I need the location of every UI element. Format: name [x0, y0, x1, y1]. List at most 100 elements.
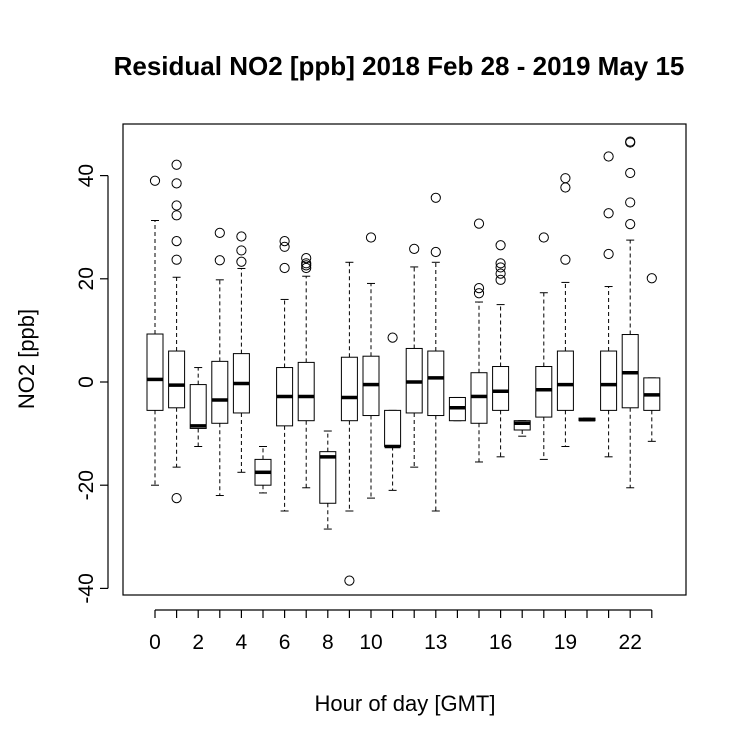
box-hour-9 [340, 261, 358, 586]
y-tick-label: 0 [75, 376, 98, 388]
iqr-box [146, 333, 164, 411]
outlier-point [387, 332, 398, 343]
box-hour-23 [643, 273, 661, 442]
x-tick-label: 0 [149, 631, 161, 654]
outlier-point [560, 173, 571, 184]
outlier-point [236, 231, 247, 242]
iqr-box [556, 350, 574, 411]
x-tick-label: 19 [554, 631, 577, 654]
box-hour-13 [427, 192, 445, 512]
outlier-point [279, 236, 290, 247]
box-hour-4 [232, 231, 250, 473]
box-hour-8 [319, 430, 337, 530]
outlier-point [171, 200, 182, 211]
iqr-box [535, 366, 553, 418]
box-hour-2 [189, 367, 207, 447]
box-hour-1 [168, 159, 186, 504]
box-hour-6 [276, 236, 294, 512]
outlier-point [603, 151, 614, 162]
iqr-box [211, 360, 229, 424]
outlier-point [430, 192, 441, 203]
boxes-group [146, 136, 661, 586]
box-hour-20 [578, 417, 596, 422]
y-tick-label: 20 [75, 267, 98, 290]
box-hour-7 [297, 253, 315, 489]
outlier-point [236, 256, 247, 267]
y-axis-label: NO2 [ppb] [14, 309, 39, 409]
iqr-box [189, 384, 207, 429]
plot-frame [122, 123, 687, 596]
x-tick-label: 22 [619, 631, 642, 654]
outlier-point [214, 227, 225, 238]
outlier-point [171, 210, 182, 221]
outlier-point [646, 273, 657, 284]
box-hour-17 [513, 420, 531, 437]
outlier-point [279, 262, 290, 274]
outlier-point [625, 167, 636, 179]
outlier-point [495, 240, 506, 251]
outlier-point [365, 232, 377, 243]
iqr-box [427, 350, 445, 417]
box-hour-3 [211, 227, 229, 497]
outlier-point [625, 137, 636, 148]
box-hour-19 [556, 173, 574, 447]
outlier-point [149, 175, 161, 186]
box-hour-0 [146, 175, 164, 486]
box-hour-12 [405, 243, 423, 468]
x-tick-label: 13 [424, 631, 447, 654]
iqr-box [492, 366, 510, 411]
x-tick-label: 8 [322, 631, 334, 654]
outlier-point [301, 262, 312, 274]
x-axis: 0 2 4 6 8 10 13 16 19 22 [149, 609, 653, 654]
outlier-point [473, 288, 485, 299]
outlier-point [430, 246, 441, 258]
box-hour-10 [362, 232, 380, 499]
y-tick-label: 40 [75, 164, 98, 187]
outlier-point [301, 260, 312, 271]
y-tick-label: -20 [75, 470, 98, 500]
x-tick-label: 10 [359, 631, 382, 654]
box-hour-5 [254, 446, 272, 494]
outlier-point [603, 248, 614, 260]
outlier-point [473, 218, 485, 229]
box-hour-18 [535, 232, 553, 460]
outlier-point [538, 232, 549, 243]
x-tick-label: 6 [279, 631, 291, 654]
outlier-point [214, 255, 225, 266]
box-hour-11 [384, 332, 402, 491]
x-tick-label: 16 [489, 631, 512, 654]
outlier-point [473, 282, 485, 294]
outlier-point [171, 178, 182, 189]
y-tick-label: -40 [75, 573, 98, 603]
outlier-point [409, 243, 420, 254]
iqr-box [513, 420, 531, 431]
outlier-point [495, 262, 506, 273]
box-hour-15 [470, 218, 488, 463]
iqr-box [600, 350, 618, 411]
x-tick-label: 4 [236, 631, 248, 654]
x-tick-label: 2 [192, 631, 204, 654]
outlier-point [279, 241, 290, 252]
box-hour-16 [492, 240, 510, 458]
outlier-point [495, 258, 506, 269]
chart-title: Residual NO2 [ppb] 2018 Feb 28 - 2019 Ma… [114, 51, 685, 81]
box-hour-22 [621, 136, 639, 489]
outlier-point [344, 575, 355, 586]
outlier-point [495, 274, 506, 285]
outlier-point [301, 253, 312, 264]
outlier-point [625, 197, 636, 208]
box-hour-21 [600, 151, 618, 458]
iqr-box [297, 361, 315, 422]
outlier-point [171, 493, 182, 504]
outlier-point [560, 254, 571, 265]
outlier-point [625, 219, 636, 230]
outlier-point [236, 245, 247, 256]
outlier-point [171, 236, 182, 247]
iqr-box [168, 350, 186, 409]
x-axis-label: Hour of day [GMT] [315, 691, 496, 716]
outlier-point [171, 159, 182, 170]
outlier-point [171, 254, 182, 265]
box-hour-14 [448, 396, 466, 422]
outlier-point [560, 182, 571, 193]
